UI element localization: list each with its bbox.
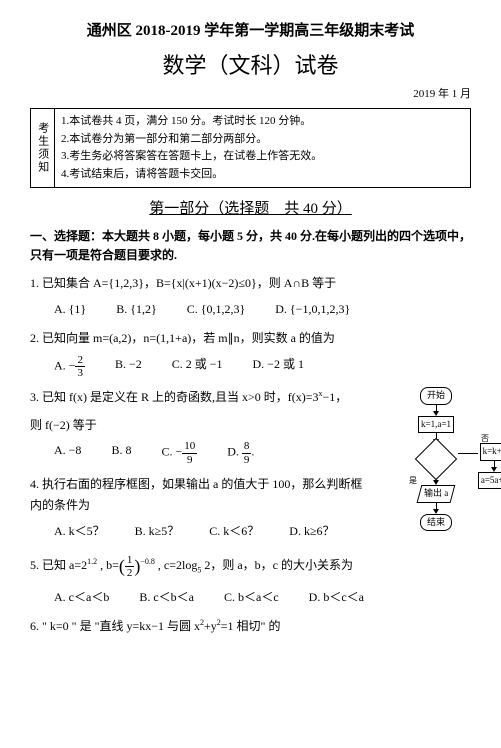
q1-opt-d: D. {−1,0,1,2,3} bbox=[275, 299, 350, 321]
notice-item: 1.本试卷共 4 页，满分 150 分。考试时长 120 分钟。 bbox=[61, 113, 464, 131]
q5-stem-d: 2，则 a，b，c 的大小关系为 bbox=[201, 558, 353, 572]
q3-stem-b: −1， bbox=[323, 390, 348, 404]
question-5: 5. 已知 a=21.2 , b=(12)−0.8 , c=2log5 2，则 … bbox=[30, 550, 471, 608]
q3-c-prefix: C. bbox=[161, 445, 175, 459]
q3-d-frac: 89 bbox=[242, 440, 252, 465]
q5-options: A. c＜a＜b B. c＜b＜a C. b＜a＜c D. b＜c＜a bbox=[54, 587, 471, 609]
q2-opt-d: D. −2 或 1 bbox=[253, 354, 304, 379]
question-1: 1. 已知集合 A={1,2,3}，B={x|(x+1)(x−2)≤0}，则 A… bbox=[30, 273, 471, 320]
q2-opt-c: C. 2 或 −1 bbox=[172, 354, 223, 379]
frac-den: 9 bbox=[242, 454, 252, 466]
notice-content: 1.本试卷共 4 页，满分 150 分。考试时长 120 分钟。 2.本试卷分为… bbox=[55, 109, 470, 187]
q5-exp2: −0.8 bbox=[140, 557, 155, 566]
q3-opt-c: C. −109 bbox=[161, 440, 197, 465]
frac-num: 1 bbox=[125, 554, 135, 567]
question-3: 3. 已知 f(x) 是定义在 R 上的奇函数,且当 x>0 时，f(x)=3x… bbox=[30, 387, 471, 465]
q6-stem-b: +y bbox=[204, 619, 217, 633]
fc-no-label: 否 bbox=[481, 433, 489, 445]
q1-stem: 1. 已知集合 A={1,2,3}，B={x|(x+1)(x−2)≤0}，则 A… bbox=[30, 273, 471, 295]
notice-item: 4.考试结束后，请将答题卡交回。 bbox=[61, 166, 464, 184]
q4-options: A. k＜5？ B. k≥5？ C. k＜6？ D. k≥6？ bbox=[54, 521, 371, 543]
frac-den: 2 bbox=[125, 567, 135, 579]
q5-stem-b: , b= bbox=[97, 558, 119, 572]
q2-options: A. −23 B. −2 C. 2 或 −1 D. −2 或 1 bbox=[54, 354, 471, 379]
frac-num: 8 bbox=[242, 440, 252, 453]
q2-a-prefix: A. bbox=[54, 358, 69, 372]
q5-opt-c: C. b＜a＜c bbox=[224, 587, 279, 609]
q5-stem-a: 5. 已知 a=2 bbox=[30, 558, 87, 572]
q5-opt-d: D. b＜c＜a bbox=[309, 587, 364, 609]
q3-stem-line2: 则 f(−2) 等于 bbox=[30, 415, 371, 437]
q3-c-frac: 109 bbox=[182, 440, 197, 465]
q3-stem-line1: 3. 已知 f(x) 是定义在 R 上的奇函数,且当 x>0 时，f(x)=3x… bbox=[30, 387, 371, 409]
question-2: 2. 已知向量 m=(a,2)，n=(1,1+a)，若 m∥n，则实数 a 的值… bbox=[30, 328, 471, 379]
exam-header-line2: 数学（文科）试卷 bbox=[30, 49, 471, 82]
q3-q4-wrap: 开始 k=1,a=1 k=k+2 a=5a+k 否 是 输出 a 结 bbox=[30, 387, 471, 542]
q2-opt-b: B. −2 bbox=[115, 354, 142, 379]
q2-stem: 2. 已知向量 m=(a,2)，n=(1,1+a)，若 m∥n，则实数 a 的值… bbox=[30, 328, 471, 350]
q2-a-frac: 23 bbox=[75, 354, 85, 379]
q6-stem: 6. " k=0 " 是 "直线 y=kx−1 与圆 x2+y2=1 相切" 的 bbox=[30, 616, 471, 638]
q1-opt-a: A. {1} bbox=[54, 299, 86, 321]
q1-opt-c: C. {0,1,2,3} bbox=[187, 299, 246, 321]
q1-options: A. {1} B. {1,2} C. {0,1,2,3} D. {−1,0,1,… bbox=[54, 299, 471, 321]
notice-left-label: 考生须知 bbox=[31, 109, 55, 187]
q3-stem-a: 3. 已知 f(x) 是定义在 R 上的奇函数,且当 x>0 时，f(x)=3 bbox=[30, 390, 319, 404]
frac-den: 9 bbox=[182, 454, 197, 466]
notice-item: 3.考生务必将答案答在答题卡上，在试卷上作答无效。 bbox=[61, 148, 464, 166]
q1-opt-b: B. {1,2} bbox=[116, 299, 157, 321]
q2-a-neg: − bbox=[69, 358, 76, 372]
q4-stem: 4. 执行右面的程序框图，如果输出 a 的值大于 100，那么判断框内的条件为 bbox=[30, 474, 371, 517]
question-6: 6. " k=0 " 是 "直线 y=kx−1 与圆 x2+y2=1 相切" 的 bbox=[30, 616, 471, 638]
q4-opt-d: D. k≥6？ bbox=[289, 521, 334, 543]
question-4: 4. 执行右面的程序框图，如果输出 a 的值大于 100，那么判断框内的条件为 … bbox=[30, 474, 471, 543]
section-instruction: 一、选择题：本大题共 8 小题，每小题 5 分，共 40 分.在每小题列出的四个… bbox=[30, 227, 471, 265]
notice-item: 2.本试卷分为第一部分和第二部分两部分。 bbox=[61, 131, 464, 149]
frac-num: 2 bbox=[75, 354, 85, 367]
section-title: 第一部分（选择题 共 40 分） bbox=[30, 198, 471, 221]
q3-opt-a: A. −8 bbox=[54, 440, 81, 465]
frac-den: 3 bbox=[75, 367, 85, 379]
q5-opt-a: A. c＜a＜b bbox=[54, 587, 109, 609]
q5-stem-c: , c=2log bbox=[155, 558, 197, 572]
q4-opt-c: C. k＜6？ bbox=[209, 521, 259, 543]
q3-opt-d: D. 89. bbox=[227, 440, 254, 465]
q5-opt-b: B. c＜b＜a bbox=[139, 587, 194, 609]
q3-options: A. −8 B. 8 C. −109 D. 89. bbox=[54, 440, 371, 465]
q5-exp1: 1.2 bbox=[87, 557, 97, 566]
q6-stem-a: 6. " k=0 " 是 "直线 y=kx−1 与圆 x bbox=[30, 619, 200, 633]
q5-stem: 5. 已知 a=21.2 , b=(12)−0.8 , c=2log5 2，则 … bbox=[30, 550, 471, 582]
q3-c-neg: − bbox=[175, 445, 182, 459]
q2-opt-a: A. −23 bbox=[54, 354, 85, 379]
q3-opt-b: B. 8 bbox=[111, 440, 131, 465]
frac-num: 10 bbox=[182, 440, 197, 453]
fc-step1: k=k+2 bbox=[480, 443, 501, 461]
q3-d-suffix: . bbox=[251, 445, 254, 459]
q5-b-frac: 12 bbox=[125, 554, 135, 579]
notice-box: 考生须知 1.本试卷共 4 页，满分 150 分。考试时长 120 分钟。 2.… bbox=[30, 108, 471, 188]
fc-step2: a=5a+k bbox=[478, 472, 501, 490]
exam-date: 2019 年 1 月 bbox=[30, 86, 471, 103]
q4-opt-b: B. k≥5？ bbox=[135, 521, 180, 543]
q3-d-prefix: D. bbox=[227, 445, 242, 459]
exam-header-line1: 通州区 2018-2019 学年第一学期高三年级期末考试 bbox=[30, 20, 471, 43]
q4-opt-a: A. k＜5？ bbox=[54, 521, 105, 543]
q6-stem-c: =1 相切" 的 bbox=[221, 619, 281, 633]
